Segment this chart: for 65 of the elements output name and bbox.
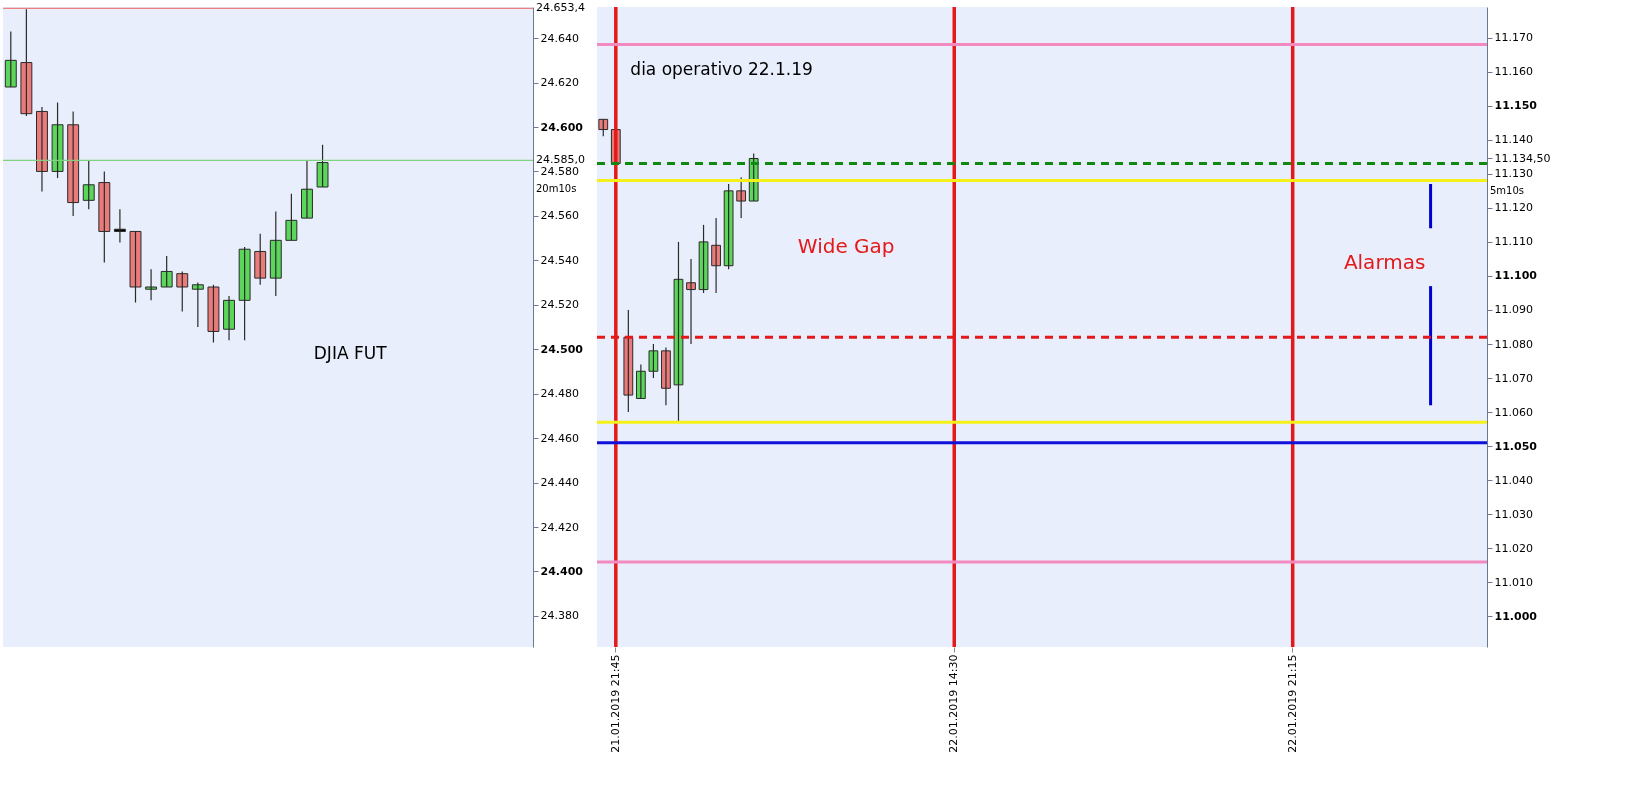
- ref-line-label: 24.585,0: [536, 153, 585, 167]
- candlestick: [98, 170, 111, 264]
- y-tick-label: 11.160: [1494, 65, 1533, 79]
- candlestick: [207, 284, 220, 344]
- y-tick-label: 24.420: [540, 520, 579, 534]
- candlestick: [698, 224, 709, 294]
- y-tick-label: 24.460: [540, 431, 579, 445]
- y-tick-label: 24.500: [540, 342, 584, 356]
- candlestick: [736, 176, 747, 219]
- candlestick: [4, 30, 17, 88]
- y-tick-label: 11.020: [1494, 541, 1533, 555]
- y-tick-label: 11.140: [1494, 133, 1533, 147]
- candlestick: [238, 246, 251, 341]
- candlestick: [191, 281, 204, 328]
- y-tick-label: 11.120: [1494, 201, 1533, 215]
- annotation: dia operativo 22.1.19: [630, 58, 813, 79]
- y-tick-label: 11.000: [1494, 609, 1538, 623]
- y-tick-label: 24.520: [540, 298, 579, 312]
- y-tick-label: 24.620: [540, 76, 579, 90]
- y-tick-label: 11.010: [1494, 575, 1533, 589]
- candlestick: [51, 101, 64, 179]
- x-tick-label: 22.01.2019 14:30: [947, 654, 961, 753]
- y-tick-label: 11.070: [1494, 371, 1533, 385]
- y-tick-label: 24.480: [540, 387, 579, 401]
- candlestick: [129, 230, 142, 304]
- y-tick-label: 24.400: [540, 564, 584, 578]
- y-tick-label: 24.540: [540, 253, 579, 267]
- candlestick: [269, 210, 282, 297]
- y-tick-label: 24.640: [540, 31, 579, 45]
- y-tick-label: 11.150: [1494, 99, 1538, 113]
- x-tick-label: 22.01.2019 21:15: [1285, 654, 1299, 753]
- y-tick-label: 11.110: [1494, 235, 1533, 249]
- candlestick: [648, 343, 659, 379]
- candlestick: [176, 270, 189, 313]
- y-tick-label: 11.130: [1494, 167, 1533, 181]
- y-tick-label: 11.040: [1494, 473, 1533, 487]
- y-tick-label: 11.170: [1494, 31, 1533, 45]
- annotation: DJIA FUT: [313, 343, 388, 364]
- y-tick-label: 11.090: [1494, 303, 1533, 317]
- ref-line-label: 24.653,4: [536, 1, 585, 15]
- x-tick-label: 21.01.2019 21:45: [608, 654, 622, 753]
- y-tick-label: 11.030: [1494, 507, 1533, 521]
- y-tick-label: 24.440: [540, 476, 579, 490]
- candlestick: [316, 144, 329, 188]
- candlestick: [82, 159, 95, 210]
- candlestick: [254, 233, 267, 286]
- y-tick-label: 24.580: [540, 164, 579, 178]
- y-tick-label: 24.560: [540, 209, 579, 223]
- y-tick-label: 24.600: [540, 120, 584, 134]
- y-tick-label: 11.050: [1494, 439, 1538, 453]
- y-tick-label: 11.060: [1494, 405, 1533, 419]
- text: 5m10s: [1490, 185, 1525, 197]
- candlestick: [623, 309, 634, 413]
- candlestick: [723, 183, 734, 270]
- text: 20m10s: [536, 183, 577, 195]
- candlestick: [285, 193, 298, 241]
- annotation: Alarmas: [1343, 250, 1426, 274]
- candlestick: [673, 241, 684, 423]
- y-tick-label: 11.100: [1494, 269, 1538, 283]
- annotation: Wide Gap: [797, 234, 895, 258]
- y-tick-label: 24.380: [540, 609, 579, 623]
- y-tick-label: 11.080: [1494, 337, 1533, 351]
- y-tick-label: 11.134,50: [1494, 151, 1551, 165]
- candlestick: [145, 268, 158, 301]
- candlestick: [160, 255, 173, 288]
